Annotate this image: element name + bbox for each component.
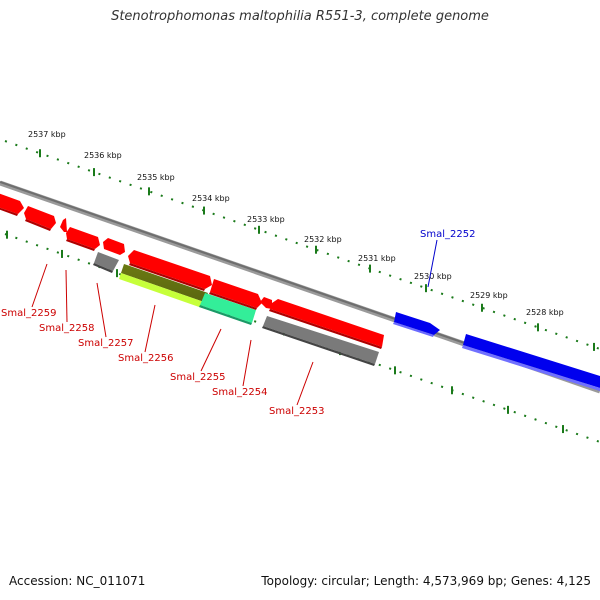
gene-smal-2257-box[interactable] xyxy=(94,252,119,271)
gene-smal-2253-shade xyxy=(262,326,375,366)
scale-label-2535: 2535 kbp xyxy=(137,173,175,182)
gene-smal-2257b-arrow[interactable] xyxy=(60,218,67,232)
gene-label-smal-2257[interactable]: Smal_2257 xyxy=(78,338,133,349)
gene-smal-2252-shade xyxy=(393,322,434,337)
gene-olive-box[interactable] xyxy=(121,264,208,302)
page-title: Stenotrophomonas maltophilia R551-3, com… xyxy=(111,9,489,24)
gene-smal-2258-shade xyxy=(25,219,51,231)
gene-aqua-box[interactable] xyxy=(200,293,256,323)
accession-text: Accession: NC_011071 xyxy=(9,574,146,588)
gene-label-smal-2255[interactable]: Smal_2255 xyxy=(170,372,225,383)
gene-smal-2259-shade xyxy=(0,207,18,216)
scale-track xyxy=(4,140,600,443)
gene-smal-2257-shade xyxy=(93,263,113,273)
gene-aqua-shade xyxy=(199,305,252,325)
genome-summary-text: Topology: circular; Length: 4,573,969 bp… xyxy=(261,574,591,588)
gene-label-smal-2258[interactable]: Smal_2258 xyxy=(39,323,94,334)
scale-label-2530: 2530 kbp xyxy=(414,272,452,281)
scale-label-2531: 2531 kbp xyxy=(358,254,396,263)
gene-blue-long[interactable] xyxy=(463,334,600,388)
gene-label-smal-2256[interactable]: Smal_2256 xyxy=(118,353,173,364)
gene-long-red-1[interactable] xyxy=(128,250,212,289)
label-leaders xyxy=(31,263,314,406)
scale-label-2536: 2536 kbp xyxy=(84,151,122,160)
scale-label-2533: 2533 kbp xyxy=(247,215,285,224)
gene-red-tiny[interactable] xyxy=(260,297,272,309)
gene-long-red-3[interactable] xyxy=(270,299,384,347)
scale-label-2532: 2532 kbp xyxy=(304,235,342,244)
gene-long-red-3-shade xyxy=(269,309,382,349)
gene-smal-2252-arrow[interactable] xyxy=(394,312,440,335)
label-leader-smal-2252 xyxy=(427,239,438,288)
gene-red-small-arrow[interactable] xyxy=(103,238,125,255)
gene-label-smal-2253[interactable]: Smal_2253 xyxy=(269,406,324,417)
gene-smal-2256b-arrow[interactable] xyxy=(66,227,100,249)
scale-label-2529: 2529 kbp xyxy=(470,291,508,300)
gene-smal-2259-arrow[interactable] xyxy=(0,193,24,214)
gene-smal-2256b-shade xyxy=(66,239,95,251)
gene-long-red-2[interactable] xyxy=(210,279,262,308)
gene-label-smal-2259[interactable]: Smal_2259 xyxy=(1,308,56,319)
scale-label-2528: 2528 kbp xyxy=(526,308,564,317)
gene-label-smal-2254[interactable]: Smal_2254 xyxy=(212,387,267,398)
gene-label-smal-2252[interactable]: Smal_2252 xyxy=(420,229,475,240)
scale-label-2537: 2537 kbp xyxy=(28,130,66,139)
gene-long-red-2-shade xyxy=(209,292,257,310)
gene-smal-2253-box[interactable] xyxy=(263,316,379,364)
scale-label-2534: 2534 kbp xyxy=(192,194,230,203)
gene-long-red-1-shade xyxy=(129,263,205,291)
gene-smal-2258-arrow[interactable] xyxy=(24,206,56,229)
gene-blue-long-shade xyxy=(462,345,600,391)
gene-lime-box[interactable] xyxy=(119,273,204,308)
